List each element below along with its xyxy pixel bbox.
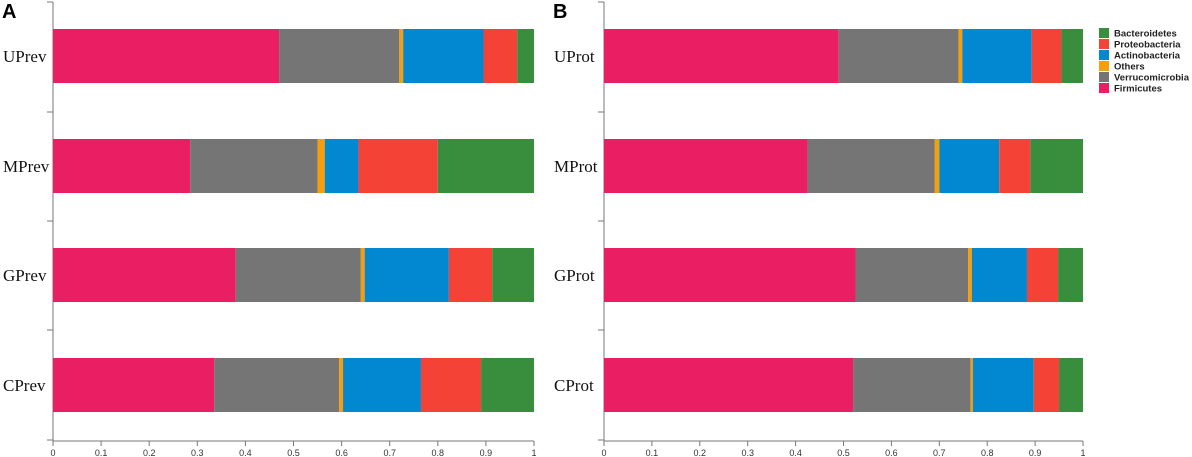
- bar-segment-uprev-verrucomicrobia: [279, 29, 400, 83]
- bar-segment-gprev-bacteroidetes: [492, 248, 534, 302]
- x-tick-label-0-9: 0.9: [1029, 448, 1042, 457]
- bar-segment-mprev-verrucomicrobia: [190, 139, 318, 193]
- bar-segment-gprev-proteobacteria: [448, 248, 493, 302]
- bar-segment-mprot-verrucomicrobia: [807, 139, 935, 193]
- x-tick-label-1: 1: [531, 448, 536, 457]
- x-tick-label-0-5: 0.5: [837, 448, 850, 457]
- bar-segment-gprev-verrucomicrobia: [235, 248, 361, 302]
- bar-segment-uprot-bacteroidetes: [1061, 29, 1083, 83]
- x-tick-label-0-3: 0.3: [741, 448, 754, 457]
- bar-segment-uprot-proteobacteria: [1031, 29, 1062, 83]
- bar-segment-uprev-others: [399, 29, 404, 83]
- x-tick-label-0-3: 0.3: [191, 448, 204, 457]
- bar-segment-cprot-firmicutes: [604, 358, 854, 412]
- legend-label-others: Others: [1114, 62, 1145, 73]
- x-tick-label-0-4: 0.4: [239, 448, 252, 457]
- bar-segment-gprot-firmicutes: [604, 248, 856, 302]
- panel-letter-b: B: [553, 1, 567, 23]
- x-tick-label-0-9: 0.9: [480, 448, 493, 457]
- x-tick-label-0-5: 0.5: [287, 448, 300, 457]
- legend-label-bacteroidetes: Bacteroidetes: [1114, 29, 1177, 40]
- bar-segment-gprev-others: [360, 248, 365, 302]
- bar-segment-cprot-proteobacteria: [1033, 358, 1060, 412]
- bar-segment-cprev-others: [339, 358, 344, 412]
- x-tick-label-0-6: 0.6: [335, 448, 348, 457]
- bar-segment-cprev-proteobacteria: [420, 358, 482, 412]
- x-tick-label-0-6: 0.6: [885, 448, 898, 457]
- bar-segment-uprev-bacteroidetes: [517, 29, 534, 83]
- bar-segment-mprot-firmicutes: [604, 139, 808, 193]
- bar-segment-cprot-others: [970, 358, 973, 412]
- bar-segment-uprot-firmicutes: [604, 29, 839, 83]
- bar-segment-uprev-proteobacteria: [483, 29, 518, 83]
- legend-label-firmicutes: Firmicutes: [1114, 84, 1162, 95]
- legend-swatch-verrucomicrobia: [1099, 72, 1109, 82]
- bar-segment-mprev-bacteroidetes: [437, 139, 534, 193]
- x-tick-label-0-2: 0.2: [694, 448, 707, 457]
- category-label-mprev: MPrev: [3, 157, 50, 176]
- bar-segment-cprev-actinobacteria: [343, 358, 421, 412]
- bar-segment-mprev-firmicutes: [53, 139, 191, 193]
- x-tick-label-0-2: 0.2: [143, 448, 156, 457]
- x-tick-label-0-7: 0.7: [933, 448, 946, 457]
- legend-swatch-proteobacteria: [1099, 39, 1109, 49]
- bar-segment-gprev-firmicutes: [53, 248, 236, 302]
- x-tick-label-1: 1: [1080, 448, 1085, 457]
- bar-segment-gprev-actinobacteria: [364, 248, 449, 302]
- category-label-cprev: CPrev: [3, 376, 46, 395]
- category-label-cprot: CProt: [554, 376, 594, 395]
- panel-a: A 0 0.1 0.2 0.3 0.4 0.5 0.6 0.7 0.8 0.9 1 UPrev MPre…: [2, 1, 537, 457]
- bar-segment-mprot-others: [934, 139, 940, 193]
- bar-segment-cprev-bacteroidetes: [481, 358, 534, 412]
- bar-segment-uprev-firmicutes: [53, 29, 280, 83]
- bar-segment-cprev-firmicutes: [53, 358, 215, 412]
- bar-segment-uprot-actinobacteria: [962, 29, 1032, 83]
- x-tick-label-0-1: 0.1: [95, 448, 108, 457]
- x-tick-label-0-7: 0.7: [383, 448, 396, 457]
- legend-swatch-actinobacteria: [1099, 50, 1109, 60]
- bar-segment-cprev-verrucomicrobia: [214, 358, 340, 412]
- x-tick-label-0: 0: [50, 448, 55, 457]
- bar-segment-mprev-actinobacteria: [324, 139, 359, 193]
- category-label-mprot: MProt: [554, 157, 598, 176]
- bar-segment-uprot-verrucomicrobia: [838, 29, 959, 83]
- bar-segment-mprot-actinobacteria: [939, 139, 1000, 193]
- bar-segment-cprot-bacteroidetes: [1059, 358, 1083, 412]
- bar-segment-gprot-proteobacteria: [1026, 248, 1059, 302]
- bar-segment-cprot-verrucomicrobia: [853, 358, 971, 412]
- x-tick-label-0: 0: [601, 448, 606, 457]
- panel-letter-a: A: [2, 1, 16, 23]
- legend-swatch-firmicutes: [1099, 83, 1109, 93]
- x-tick-label-0-1: 0.1: [646, 448, 659, 457]
- bar-segment-uprev-actinobacteria: [403, 29, 484, 83]
- bar-segment-mprot-proteobacteria: [999, 139, 1031, 193]
- legend-label-verrucomicrobia: Verrucomicrobia: [1114, 73, 1190, 84]
- bar-segment-gprot-bacteroidetes: [1058, 248, 1083, 302]
- bar-segment-gprot-others: [968, 248, 972, 302]
- legend: BacteroidetesProteobacteriaActinobacteri…: [1099, 28, 1190, 95]
- bar-segment-cprot-actinobacteria: [972, 358, 1034, 412]
- legend-label-actinobacteria: Actinobacteria: [1114, 51, 1181, 62]
- bar-segment-mprev-others: [317, 139, 325, 193]
- category-label-gprev: GPrev: [3, 266, 47, 285]
- bar-segment-uprot-others: [958, 29, 963, 83]
- x-tick-label-0-8: 0.8: [432, 448, 445, 457]
- x-tick-label-0-8: 0.8: [981, 448, 994, 457]
- legend-swatch-bacteroidetes: [1099, 28, 1109, 38]
- category-label-gprot: GProt: [554, 266, 595, 285]
- legend-label-proteobacteria: Proteobacteria: [1114, 40, 1181, 51]
- legend-swatch-others: [1099, 61, 1109, 71]
- category-label-uprev: UPrev: [3, 47, 47, 66]
- x-tick-label-0-4: 0.4: [789, 448, 802, 457]
- category-label-uprot: UProt: [554, 47, 595, 66]
- bar-segment-gprot-verrucomicrobia: [855, 248, 969, 302]
- bar-segment-mprot-bacteroidetes: [1030, 139, 1083, 193]
- bar-segment-mprev-proteobacteria: [358, 139, 438, 193]
- panel-b: B 0 0.1 0.2 0.3 0.4 0.5 0.6 0.7 0.8 0.9 1 UProt MPro…: [553, 1, 1086, 457]
- bar-segment-gprot-actinobacteria: [971, 248, 1027, 302]
